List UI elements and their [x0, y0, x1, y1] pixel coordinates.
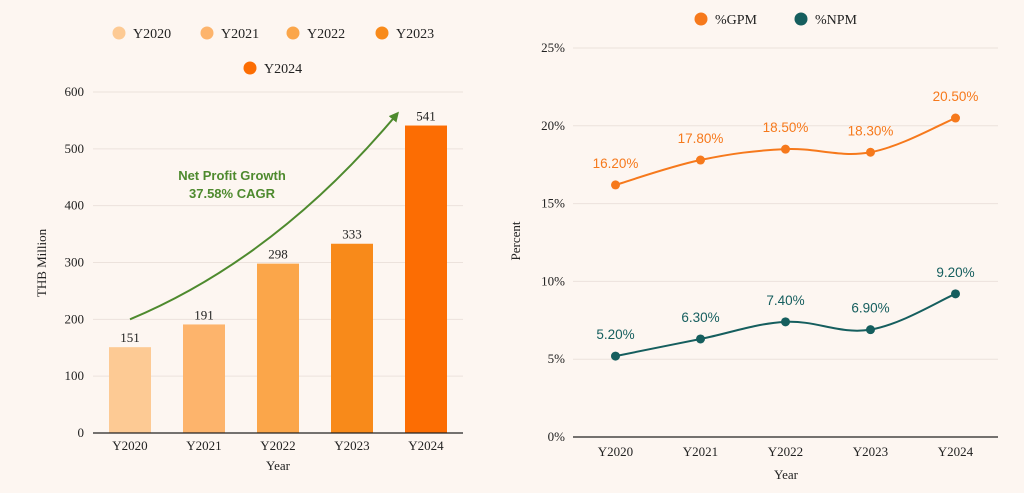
line-x-tick-label: Y2021 — [683, 444, 718, 459]
line-x-axis-title: Year — [774, 467, 799, 482]
point-gpm — [611, 180, 620, 190]
bar-y2021 — [183, 324, 225, 433]
data-label-gpm: 17.80% — [678, 131, 724, 146]
bar-legend: Y2020 Y2021 Y2022 Y2023 Y2024 — [112, 26, 434, 77]
bar-x-tick-label: Y2022 — [260, 438, 295, 453]
bar-y-tick-label: 400 — [65, 198, 85, 213]
bar-value-label: 298 — [268, 247, 288, 262]
data-label-npm: 9.20% — [936, 265, 974, 280]
bar-y-tick-label: 200 — [65, 311, 85, 326]
legend-marker-y2023 — [375, 26, 389, 40]
line-x-tick-label: Y2020 — [598, 444, 633, 459]
point-gpm — [951, 113, 960, 123]
bar-y-tick-label: 0 — [78, 425, 85, 440]
line-legend: %GPM %NPM — [694, 12, 858, 28]
point-gpm — [781, 144, 790, 154]
data-label-npm: 6.30% — [681, 310, 719, 325]
point-npm — [611, 351, 620, 361]
bar-y2024 — [405, 125, 447, 433]
cagr-label-line2: 37.58% CAGR — [189, 186, 276, 201]
bar-y-ticks: 0 100 200 300 400 500 600 — [65, 84, 85, 440]
legend-label: Y2023 — [396, 27, 434, 42]
legend-marker-y2020 — [112, 26, 126, 40]
line-y-ticks: 0% 5% 10% 15% 20% 25% — [541, 40, 565, 444]
legend-label: %NPM — [815, 13, 858, 28]
data-label-npm: 7.40% — [766, 293, 804, 308]
data-label-gpm: 18.30% — [848, 123, 894, 138]
line-series: 16.20% 17.80% 18.50% 18.30% 20.50% 5.20% 6.30%… — [593, 89, 979, 361]
line-chart: %GPM %NPM 0% 5% 10% 15% 20% 25% 16.20% 17.80% 18… — [508, 12, 998, 482]
bar-x-tick-label: Y2023 — [334, 438, 369, 453]
point-npm — [866, 325, 875, 335]
data-label-npm: 6.90% — [851, 301, 889, 316]
point-npm — [696, 334, 705, 344]
cagr-label-line1: Net Profit Growth — [178, 168, 286, 183]
bar-y2020 — [109, 347, 151, 433]
bar-y-axis-title: THB Million — [34, 228, 49, 297]
bar-y-tick-label: 300 — [65, 255, 85, 270]
legend-marker-y2024 — [243, 61, 257, 75]
bar-y-tick-label: 600 — [65, 84, 85, 99]
line-x-tick-label: Y2023 — [853, 444, 888, 459]
bar-y2022 — [257, 263, 299, 433]
bar-value-label: 151 — [120, 330, 140, 345]
cagr-arrow — [129, 111, 399, 321]
bar-x-tick-label: Y2020 — [112, 438, 147, 453]
data-label-gpm: 16.20% — [593, 156, 639, 171]
legend-label: Y2020 — [133, 27, 171, 42]
point-gpm — [696, 155, 705, 165]
bar-x-ticks: Y2020 Y2021 Y2022 Y2023 Y2024 — [93, 432, 463, 453]
line-x-ticks: Y2020 Y2021 Y2022 Y2023 Y2024 — [573, 436, 998, 459]
line-x-tick-label: Y2024 — [938, 444, 974, 459]
bar-x-tick-label: Y2024 — [408, 438, 444, 453]
bar-x-tick-label: Y2021 — [186, 438, 221, 453]
legend-marker-gpm — [694, 12, 708, 26]
point-gpm — [866, 147, 875, 157]
legend-label: %GPM — [715, 13, 758, 28]
legend-marker-y2021 — [200, 26, 214, 40]
legend-marker-y2022 — [286, 26, 300, 40]
line-x-tick-label: Y2022 — [768, 444, 803, 459]
bar-value-label: 541 — [416, 109, 436, 124]
point-npm — [951, 289, 960, 299]
data-label-gpm: 20.50% — [933, 89, 979, 104]
line-y-tick-label: 10% — [541, 273, 565, 288]
data-label-gpm: 18.50% — [763, 120, 809, 135]
bar-x-axis-title: Year — [266, 458, 291, 473]
line-y-tick-label: 0% — [548, 429, 566, 444]
legend-label: Y2022 — [307, 27, 345, 42]
line-gridlines — [573, 47, 998, 438]
bar-value-label: 333 — [342, 227, 362, 242]
line-y-tick-label: 25% — [541, 40, 565, 55]
legend-label: Y2024 — [264, 62, 302, 77]
bar-y-tick-label: 500 — [65, 141, 85, 156]
legend-marker-npm — [794, 12, 808, 26]
bar-series: 151 191 298 333 541 — [109, 109, 447, 433]
line-y-tick-label: 20% — [541, 118, 565, 133]
bar-y-tick-label: 100 — [65, 368, 85, 383]
bar-value-label: 191 — [194, 307, 214, 322]
line-y-tick-label: 15% — [541, 196, 565, 211]
bar-chart: Y2020 Y2021 Y2022 Y2023 Y2024 0 100 200 300 400 5… — [34, 26, 463, 473]
point-npm — [781, 317, 790, 327]
bar-y2023 — [331, 243, 373, 433]
line-y-tick-label: 5% — [548, 351, 566, 366]
data-label-npm: 5.20% — [596, 327, 634, 342]
legend-label: Y2021 — [221, 27, 259, 42]
line-y-axis-title: Percent — [508, 221, 523, 260]
